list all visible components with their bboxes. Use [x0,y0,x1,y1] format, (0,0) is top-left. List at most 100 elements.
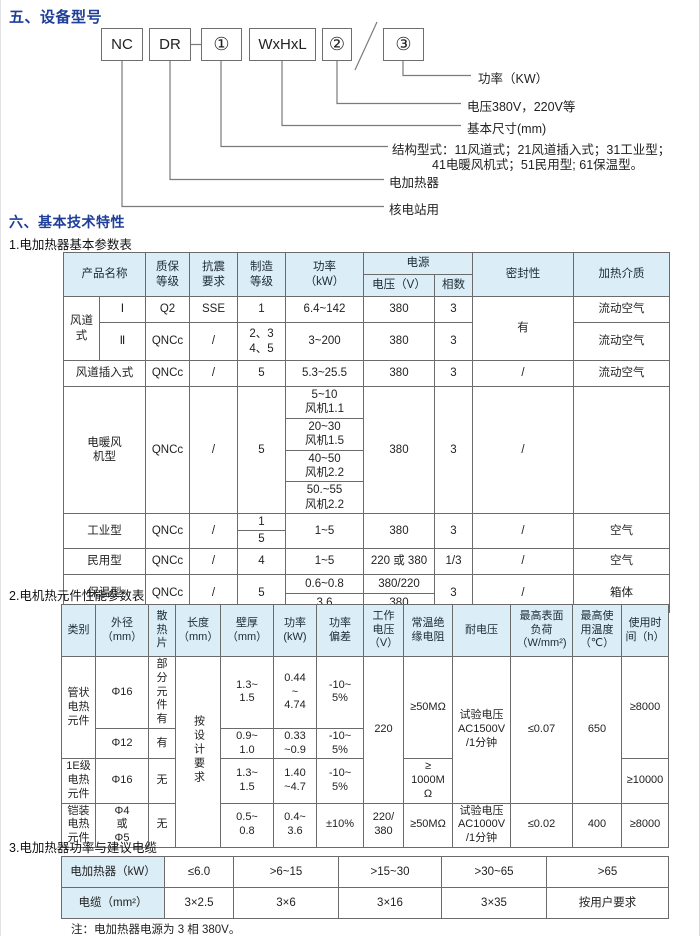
t2-header-power: 功率 (kW) [273,604,317,657]
t1-cell-civil-seal: / [472,547,574,575]
t2-cell-voltage-220: 220 [363,656,404,804]
t2-header-resistance: 常温绝 缘电阻 [403,604,453,657]
t2-cell-temp-650: 650 [572,656,622,804]
t1-cell-duct2-seismic: / [189,322,238,361]
t1-cell-civil-mfg: 4 [237,547,286,575]
t1-cell-industrial-name: 工业型 [63,513,146,549]
t1-cell-civil-medium: 空气 [573,547,670,575]
table-row-armored: 铠装 电热 元件 Φ4 或 Φ5 无 0.5~ 0.8 0.4~ 3.6 ±10… [61,802,669,848]
t1-cell-fan-medium [573,386,670,514]
t2-cell-armored-fin: 无 [148,802,176,848]
t2-header-max-temp: 最高使 用温度 （℃） [572,604,622,657]
table-row-civil: 民用型 QNCc / 4 1~5 220 或 380 1/3 / 空气 [63,547,670,575]
model-box-circle3: ③ [383,28,424,61]
callout-voltage-label: 电压380V，220V等 [467,100,576,114]
t1-cell-industrial-seismic: / [189,513,238,549]
t3-cell-heater-4: >30~65 [441,856,547,888]
t1-cell-industrial-quality: QNCc [145,513,190,549]
t1-cell-fan-voltage: 380 [363,386,435,514]
t1-cell-duct2-power: 3~200 [285,322,364,361]
t2-cell-tubular-name: 管状 电热 元件 [61,655,96,760]
t3-cell-heater-1: ≤6.0 [164,856,234,888]
section-6-title: 六、基本技术特性 [9,214,125,230]
callout-structure-label-line1: 结构型式：11风道式；21风道插入式；31工业型； [392,143,671,157]
t1-cell-insert-phase: 3 [434,360,473,387]
t1-header-power: 功率 （kW） [285,252,364,297]
t2-cell-tubular-fin1: 部 分 元 件 有 [148,656,176,729]
t3-cell-cable-3: 3×16 [338,887,442,919]
t1-cell-fan-seal: / [472,386,574,514]
t1-cell-industrial-mfg2: 5 [237,530,286,549]
table-row-tubular-2: Φ12 有 0.9~ 1.0 0.33 ~0.9 -10~ 5% [62,727,669,760]
t2-cell-tubular-dia1: Φ16 [95,656,149,729]
section-5-title: 五、设备型号 [9,9,103,26]
t2-cell-armored-dia: Φ4 或 Φ5 [95,802,149,848]
t2-cell-tubular-dia2: Φ12 [95,727,149,760]
model-box-nc: NC [101,28,143,61]
table-row-duct-2: Ⅱ QNCc / 2、3 4、5 3~200 380 3 流动空气 [64,322,670,361]
t3-cell-cable-5: 按用户要求 [546,887,669,919]
t1-cell-duct2-medium: 流动空气 [573,322,670,361]
t1-cell-insert-medium: 流动空气 [573,360,670,387]
t1-cell-duct2-phase: 3 [434,322,473,361]
t1-cell-insert-seal: / [472,360,574,387]
t3-cell-cable-label: 电缆（mm²） [61,887,165,919]
t1-cell-duct2-quality: QNCc [145,322,190,361]
table1-caption: 1.电加热器基本参数表 [9,238,132,252]
t1-header-seismic: 抗震 要求 [189,252,238,297]
t2-header-voltage: 工作 电压 （V） [363,604,404,657]
t2-cell-life-8000: ≥8000 [621,655,669,760]
t1-cell-duct1-voltage: 380 [363,296,435,323]
t2-cell-load-007: ≤0.07 [510,656,573,804]
t2-cell-tubular-wall2: 0.9~ 1.0 [220,727,274,760]
t1-cell-duct-i: Ⅰ [99,296,146,323]
heating-element-performance-table: 类别 外径 （mm） 散 热 片 长度 （mm） 壁厚 （mm） 功率 (kW)… [61,604,669,848]
t3-cell-heater-label: 电加热器（kW） [61,856,165,888]
t2-header-category: 类别 [61,604,96,657]
t2-header-length: 长度 （mm） [175,604,221,657]
t1-cell-insert-voltage: 380 [363,360,435,387]
t1-cell-civil-quality: QNCc [145,547,190,575]
t1-cell-fan-phase: 3 [434,386,473,514]
t2-cell-armored-dev: ±10% [316,802,364,848]
table2-caption: 2.电机热元件性能参数表 [9,589,145,603]
t2-cell-e1-res: ≥ 1000M Ω [403,758,453,804]
table-row-industrial-2: 5 [64,530,670,549]
t1-cell-fan-power-1: 5~10 风机1.1 [285,386,364,419]
table-row-industrial-1: 工业型 QNCc / 1 1~5 380 3 / 空气 [63,512,670,549]
table-row-fan-4: 50.~55 风机2.2 [64,481,670,514]
t2-cell-armored-load: ≤0.02 [510,802,573,848]
t2-cell-armored-voltage: 220/ 380 [363,802,404,848]
t2-header-diameter: 外径 （mm） [95,604,149,657]
t1-cell-industrial-voltage: 380 [363,513,435,549]
t3-cell-cable-4: 3×35 [441,887,547,919]
t2-cell-e1-wall: 1.3~ 1.5 [220,758,274,804]
t1-cell-fan-seismic: / [189,386,238,514]
t1-cell-fan-quality: QNCc [145,386,190,514]
t2-cell-length-note: 按设计要求 [175,656,221,848]
wire-nuclear [121,61,384,208]
t1-cell-civil-name: 民用型 [63,547,146,575]
t2-header-surface-load: 最高表面 负荷 （W/mm²) [510,604,573,657]
wire-voltage [336,61,461,105]
table2-header-row: 类别 外径 （mm） 散 热 片 长度 （mm） 壁厚 （mm） 功率 (kW)… [61,604,669,657]
t2-cell-tubular-fin2: 有 [148,727,176,760]
callout-structure-label-line2: 41电暖风机式；51民用型; 61保温型。 [432,158,644,172]
t1-cell-civil-seismic: / [189,547,238,575]
t2-cell-res-50: ≥50MΩ [403,655,453,760]
t1-cell-duct1-mfg: 1 [237,296,286,323]
table3-caption: 3.电加热器功率与建议电缆 [9,841,157,855]
t2-header-deviation: 功率 偏差 [316,604,364,657]
wire-size [281,61,461,127]
t1-cell-duct2-mfg: 2、3 4、5 [237,322,286,361]
t2-cell-e1-fin: 无 [148,758,176,804]
t1-cell-duct1-phase: 3 [434,296,473,323]
t1-cell-industrial-medium: 空气 [573,513,670,549]
table-row-fan-3: 40~50 风机2.2 [64,449,670,483]
t2-cell-armored-name: 铠装 电热 元件 [61,802,96,848]
t1-cell-duct1-medium: 流动空气 [573,296,670,323]
model-box-dr: DR [149,28,191,61]
t1-cell-insert-quality: QNCc [145,360,190,387]
t1-cell-fan-power-2: 20~30 风机1.5 [285,417,364,451]
t2-cell-tubular-power1: 0.44 ~ 4.74 [273,656,317,729]
